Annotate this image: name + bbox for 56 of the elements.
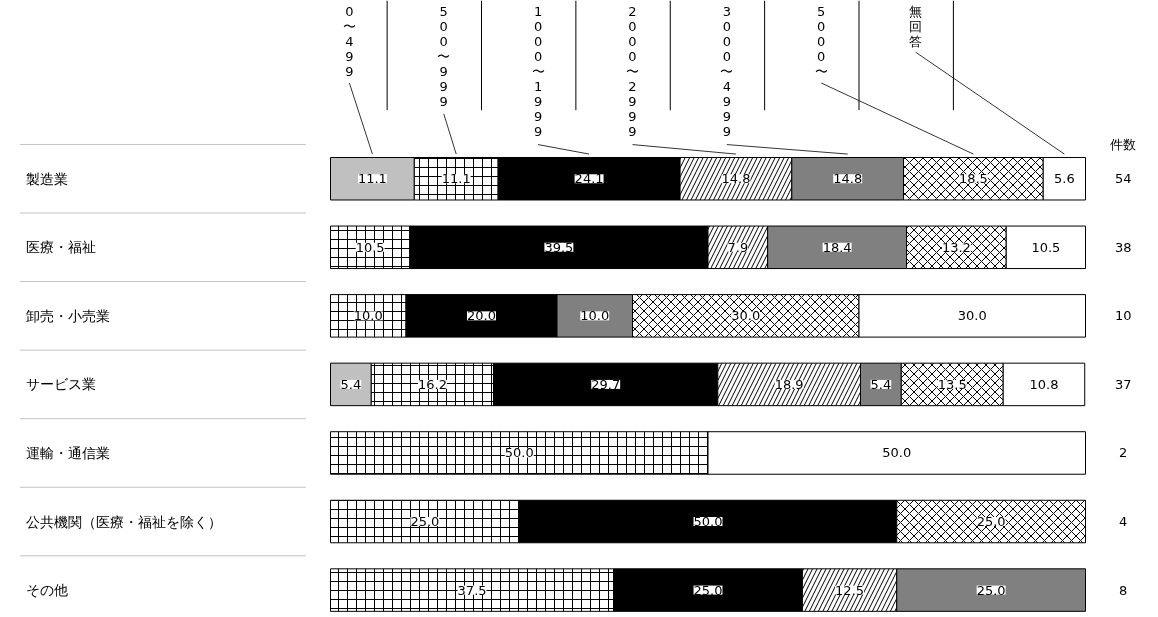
data-label: 14.8 <box>721 171 751 187</box>
text: 件数 <box>1110 136 1137 152</box>
text: 8 <box>1119 582 1128 598</box>
data-label: 5.6 <box>1054 171 1075 187</box>
text: 5000〜 <box>814 3 828 79</box>
data-label: 10.5 <box>1031 239 1061 255</box>
data-label: 10.8 <box>1029 376 1059 392</box>
data-label: 25.0 <box>976 514 1006 530</box>
y-tick-label: 公共機関（医療・福祉を除く） <box>25 513 222 530</box>
text: 無回答 <box>909 3 923 49</box>
data-label: 18.9 <box>774 376 804 392</box>
data-label: 14.8 <box>833 171 863 187</box>
y-tick-label: 医療・福祉 <box>25 239 96 256</box>
data-label: 10.0 <box>580 308 610 324</box>
data-label: 11.1 <box>441 171 471 187</box>
data-label: 30.0 <box>731 308 761 324</box>
data-label: 10.0 <box>353 308 383 324</box>
y-tick-label: 運輸・通信業 <box>25 444 110 461</box>
data-label: 25.0 <box>693 582 723 598</box>
data-label: 10.5 <box>355 239 385 255</box>
text: 2 <box>1119 445 1128 461</box>
data-label: 5.4 <box>340 376 362 392</box>
data-label: 20.0 <box>467 308 496 324</box>
data-label: 16.2 <box>417 376 447 392</box>
text: 1000〜1999 <box>531 3 545 139</box>
y-tick-label: 製造業 <box>25 170 68 187</box>
y-tick-label: その他 <box>25 582 68 599</box>
y-tick-label: サービス業 <box>25 376 96 393</box>
data-label: 50.0 <box>693 514 723 530</box>
data-label: 29.7 <box>591 376 621 392</box>
data-label: 13.5 <box>937 376 967 392</box>
text: 0〜499 <box>342 3 356 79</box>
data-label: 7.9 <box>727 239 749 255</box>
text: 2000〜2999 <box>626 3 639 139</box>
text: 54 <box>1114 171 1132 187</box>
data-label: 39.5 <box>544 239 574 255</box>
text: 4 <box>1119 514 1128 530</box>
text: 3000〜4999 <box>720 3 734 139</box>
data-label: 50.0 <box>504 445 534 461</box>
data-label: 12.5 <box>835 582 865 598</box>
data-label: 30.0 <box>957 308 987 324</box>
data-label: 50.0 <box>882 445 912 461</box>
y-tick-label: 卸売・小売業 <box>25 307 110 324</box>
text: 37 <box>1114 376 1132 392</box>
data-label: 18.4 <box>822 239 852 255</box>
text: 38 <box>1114 239 1132 255</box>
data-label: 37.5 <box>457 582 487 598</box>
text: 10 <box>1114 308 1132 324</box>
data-label: 13.2 <box>941 239 971 255</box>
data-label: 18.5 <box>958 171 988 187</box>
text: 500〜999 <box>437 3 451 109</box>
data-label: 25.0 <box>976 582 1006 598</box>
data-label: 5.4 <box>870 376 892 392</box>
data-label: 24.1 <box>574 171 604 187</box>
data-label: 11.1 <box>357 171 387 187</box>
data-label: 25.0 <box>410 514 440 530</box>
